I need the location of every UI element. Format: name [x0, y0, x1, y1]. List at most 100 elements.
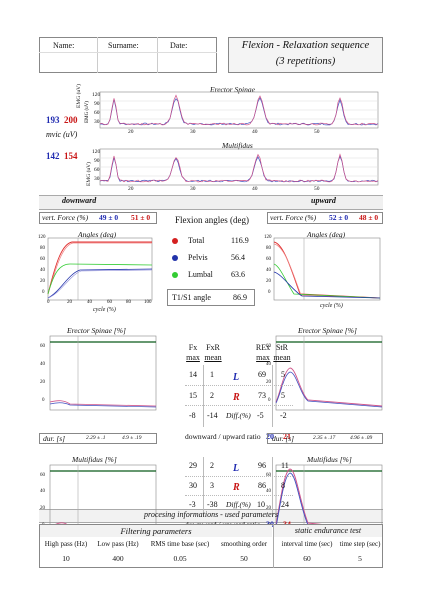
- angles-up-ytick-4: 20: [266, 279, 271, 284]
- erector-head-rex2: max: [256, 353, 270, 362]
- erector-down-plot: [49, 335, 157, 411]
- erector-down-ytick-3: 0: [42, 398, 45, 403]
- processing-box: [39, 524, 383, 568]
- angles-up-xlabel: cycle (%): [320, 303, 343, 309]
- mvic-erector-left: 193: [46, 115, 60, 125]
- angles-down-ytick-0: 120: [38, 235, 46, 240]
- emg-erector-xtick-0: 20: [128, 129, 134, 135]
- multi-table-vline: [203, 457, 204, 517]
- t1s1-box: [167, 289, 255, 306]
- erector-head-fx2: max: [186, 353, 200, 362]
- proc-col-highpass: High pass (Hz): [44, 540, 88, 548]
- multi-l-fxr: 2: [210, 461, 214, 470]
- multi-l-fx: 29: [189, 461, 197, 470]
- erector-r-rex: 73: [258, 391, 266, 400]
- multi-r-str: 8: [281, 481, 285, 490]
- erector-head-rex: REx: [255, 343, 271, 352]
- multi-diff-str: 24: [281, 500, 289, 509]
- force-down-blue: 49 ± 0: [99, 213, 119, 222]
- emg-multifidus-gridlines: [100, 157, 378, 177]
- erector-r-fxr: 2: [210, 391, 214, 400]
- erector-up-blue: [275, 371, 383, 408]
- erector-diff-label: Diff.(%): [226, 411, 251, 420]
- downward-label: downward: [62, 196, 97, 205]
- erector-up-ytick-3: 0: [268, 398, 271, 403]
- angle-pelvis-dot: [172, 255, 178, 261]
- angle-lumbal-value: 63.6: [231, 270, 245, 279]
- emg-erector-ytick-3: 30: [94, 119, 100, 125]
- multi-up-ytick-1: 40: [266, 489, 271, 494]
- erector-down-ytick-0: 60: [40, 344, 45, 349]
- multi-up-ytick-2: 20: [266, 506, 271, 511]
- dur-down-box: [39, 433, 157, 444]
- angles-down-ytick-1: 80: [40, 246, 45, 251]
- erector-up-plot: [275, 335, 383, 411]
- proc-col-step: time step (sec): [339, 540, 381, 548]
- angle-up-pelvis: [273, 271, 381, 299]
- multi-sep-1: [185, 476, 293, 477]
- erector-diff-str: -2: [280, 411, 287, 420]
- erector-l-str: 5: [281, 370, 285, 379]
- angle-down-pelvis2: [47, 269, 153, 299]
- surname-label: Surname:: [108, 41, 139, 50]
- angle-up-total: [273, 241, 381, 299]
- angles-down-xtick-5: 100: [144, 300, 152, 305]
- emg-ylabel-erector: EMG (uV): [76, 84, 82, 108]
- multi-l-str: 11: [281, 461, 289, 470]
- proc-val-smooth: 50: [240, 554, 248, 563]
- force-up-box: [267, 212, 383, 224]
- erector-table-vline2: [272, 365, 273, 427]
- emg-multifidus-plot: [99, 148, 379, 186]
- force-up-label: vert. Force (%): [270, 213, 317, 222]
- force-down-label: vert. Force (%): [42, 213, 89, 222]
- angles-down-ytick-4: 20: [40, 279, 45, 284]
- emg-multi-xtick-2: 40: [252, 186, 258, 192]
- angle-total-dot: [172, 238, 178, 244]
- filter-title: Filtering parameters: [120, 526, 192, 536]
- processing-vline: [273, 524, 274, 568]
- angle-down-lumbal: [47, 263, 153, 295]
- erector-down-ytick-1: 40: [40, 362, 45, 367]
- emg-multifidus-right-trace: [99, 153, 379, 183]
- page-title: Flexion - Relaxation sequence: [241, 40, 370, 51]
- emg-erector-xtick-3: 50: [314, 129, 320, 135]
- flexion-angles-title: Flexion angles (deg): [175, 215, 249, 225]
- force-down-red: 51 ± 0: [131, 213, 151, 222]
- static-title: static endurance test: [294, 526, 362, 535]
- angles-up-title: Angles (deg): [307, 230, 346, 239]
- filter-title-bg: [40, 525, 272, 537]
- erector-diff-fx: -8: [189, 411, 196, 420]
- angles-down-plot: [47, 237, 153, 301]
- erector-down-ytick-2: 20: [40, 380, 45, 385]
- erector-l-fxr: 1: [210, 370, 214, 379]
- angles-up-ytick-3: 40: [266, 268, 271, 273]
- processing-title: procesing informations - used parameters: [144, 510, 278, 519]
- mvic-erector-right: 200: [64, 115, 78, 125]
- proc-val-lowpass: 400: [112, 554, 124, 563]
- emg-ylabel-multi: EMG (uV): [86, 162, 92, 186]
- angles-down-title: Angles (deg): [78, 230, 117, 239]
- erector-r-str: 5: [281, 391, 285, 400]
- angle-up-total2: [273, 243, 381, 299]
- force-down-box: [39, 212, 157, 224]
- emg-multi-ytick-0: 120: [92, 149, 101, 155]
- erector-sep-1: [185, 385, 293, 386]
- erector-sep-2: [185, 405, 293, 406]
- t1s1-label: T1/S1 angle: [172, 293, 211, 302]
- header-divider-h: [39, 52, 217, 53]
- emg-multi-xtick-0: 20: [128, 186, 134, 192]
- force-up-red: 48 ± 0: [359, 213, 379, 222]
- erector-head-str: StR: [275, 343, 288, 352]
- multi-table-vline2: [272, 457, 273, 517]
- page-subtitle: (3 repetitions): [275, 56, 336, 67]
- date-label: Date:: [170, 41, 188, 50]
- erector-l-fx: 14: [189, 370, 197, 379]
- angles-down-ytick-5: 0: [42, 290, 45, 295]
- multi-up-blue: [275, 472, 383, 533]
- angles-down-xtick-0: 0: [47, 300, 50, 305]
- upward-label: upward: [311, 196, 336, 205]
- erector-l-rex: 69: [258, 370, 266, 379]
- multi-up-ytick-0: 60: [266, 473, 271, 478]
- angles-up-plot: [273, 237, 381, 301]
- emg-erector-ytick-2: 60: [94, 110, 100, 116]
